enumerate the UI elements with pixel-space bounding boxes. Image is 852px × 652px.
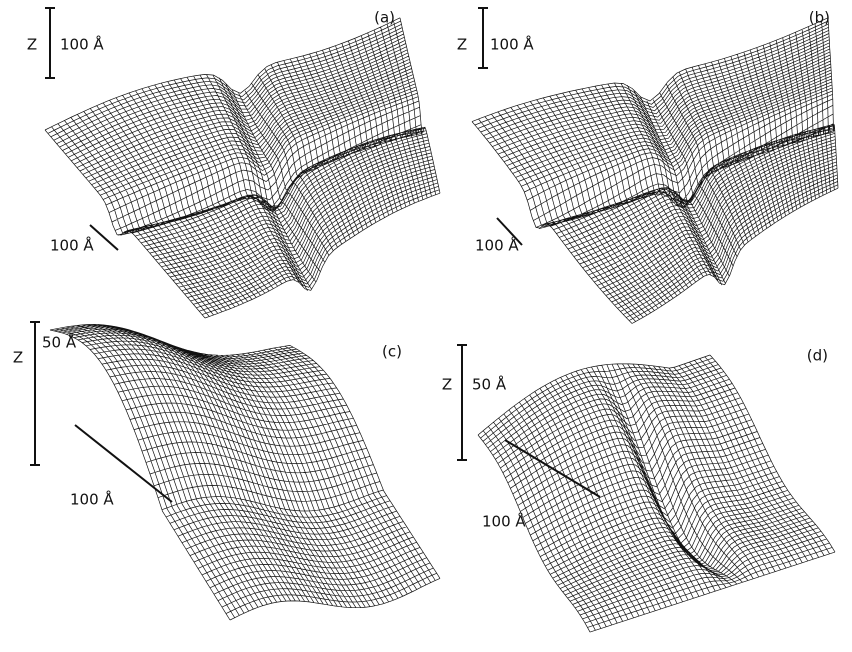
xy-scale-label: 100 Å bbox=[482, 512, 526, 531]
z-scale-label: 100 Å bbox=[490, 35, 534, 54]
z-label: Z bbox=[13, 349, 23, 367]
panel-label: (b) bbox=[809, 9, 830, 27]
z-label: Z bbox=[442, 376, 452, 394]
surface-mesh bbox=[50, 324, 440, 620]
xy-scale-label: 100 Å bbox=[70, 490, 114, 509]
z-label: Z bbox=[27, 36, 37, 54]
figure: (a) Z 100 Å 100 Å (b) Z 100 Å 100 Å (c) Z 50 Å 100 … bbox=[0, 0, 852, 652]
z-scale-label: 50 Å bbox=[42, 333, 77, 352]
z-label: Z bbox=[457, 36, 467, 54]
surface-mesh bbox=[478, 355, 835, 632]
z-scale-label: 100 Å bbox=[60, 35, 104, 54]
surface-mesh bbox=[45, 18, 440, 318]
panel-label: (a) bbox=[374, 9, 395, 27]
z-scale-label: 50 Å bbox=[472, 375, 507, 394]
panel-label: (c) bbox=[382, 343, 402, 361]
xy-scale-bar bbox=[90, 225, 118, 250]
xy-scale-label: 100 Å bbox=[50, 236, 94, 255]
surface-mesh bbox=[472, 18, 838, 324]
xy-scale-label: 100 Å bbox=[475, 236, 519, 255]
panel-label: (d) bbox=[807, 347, 828, 365]
